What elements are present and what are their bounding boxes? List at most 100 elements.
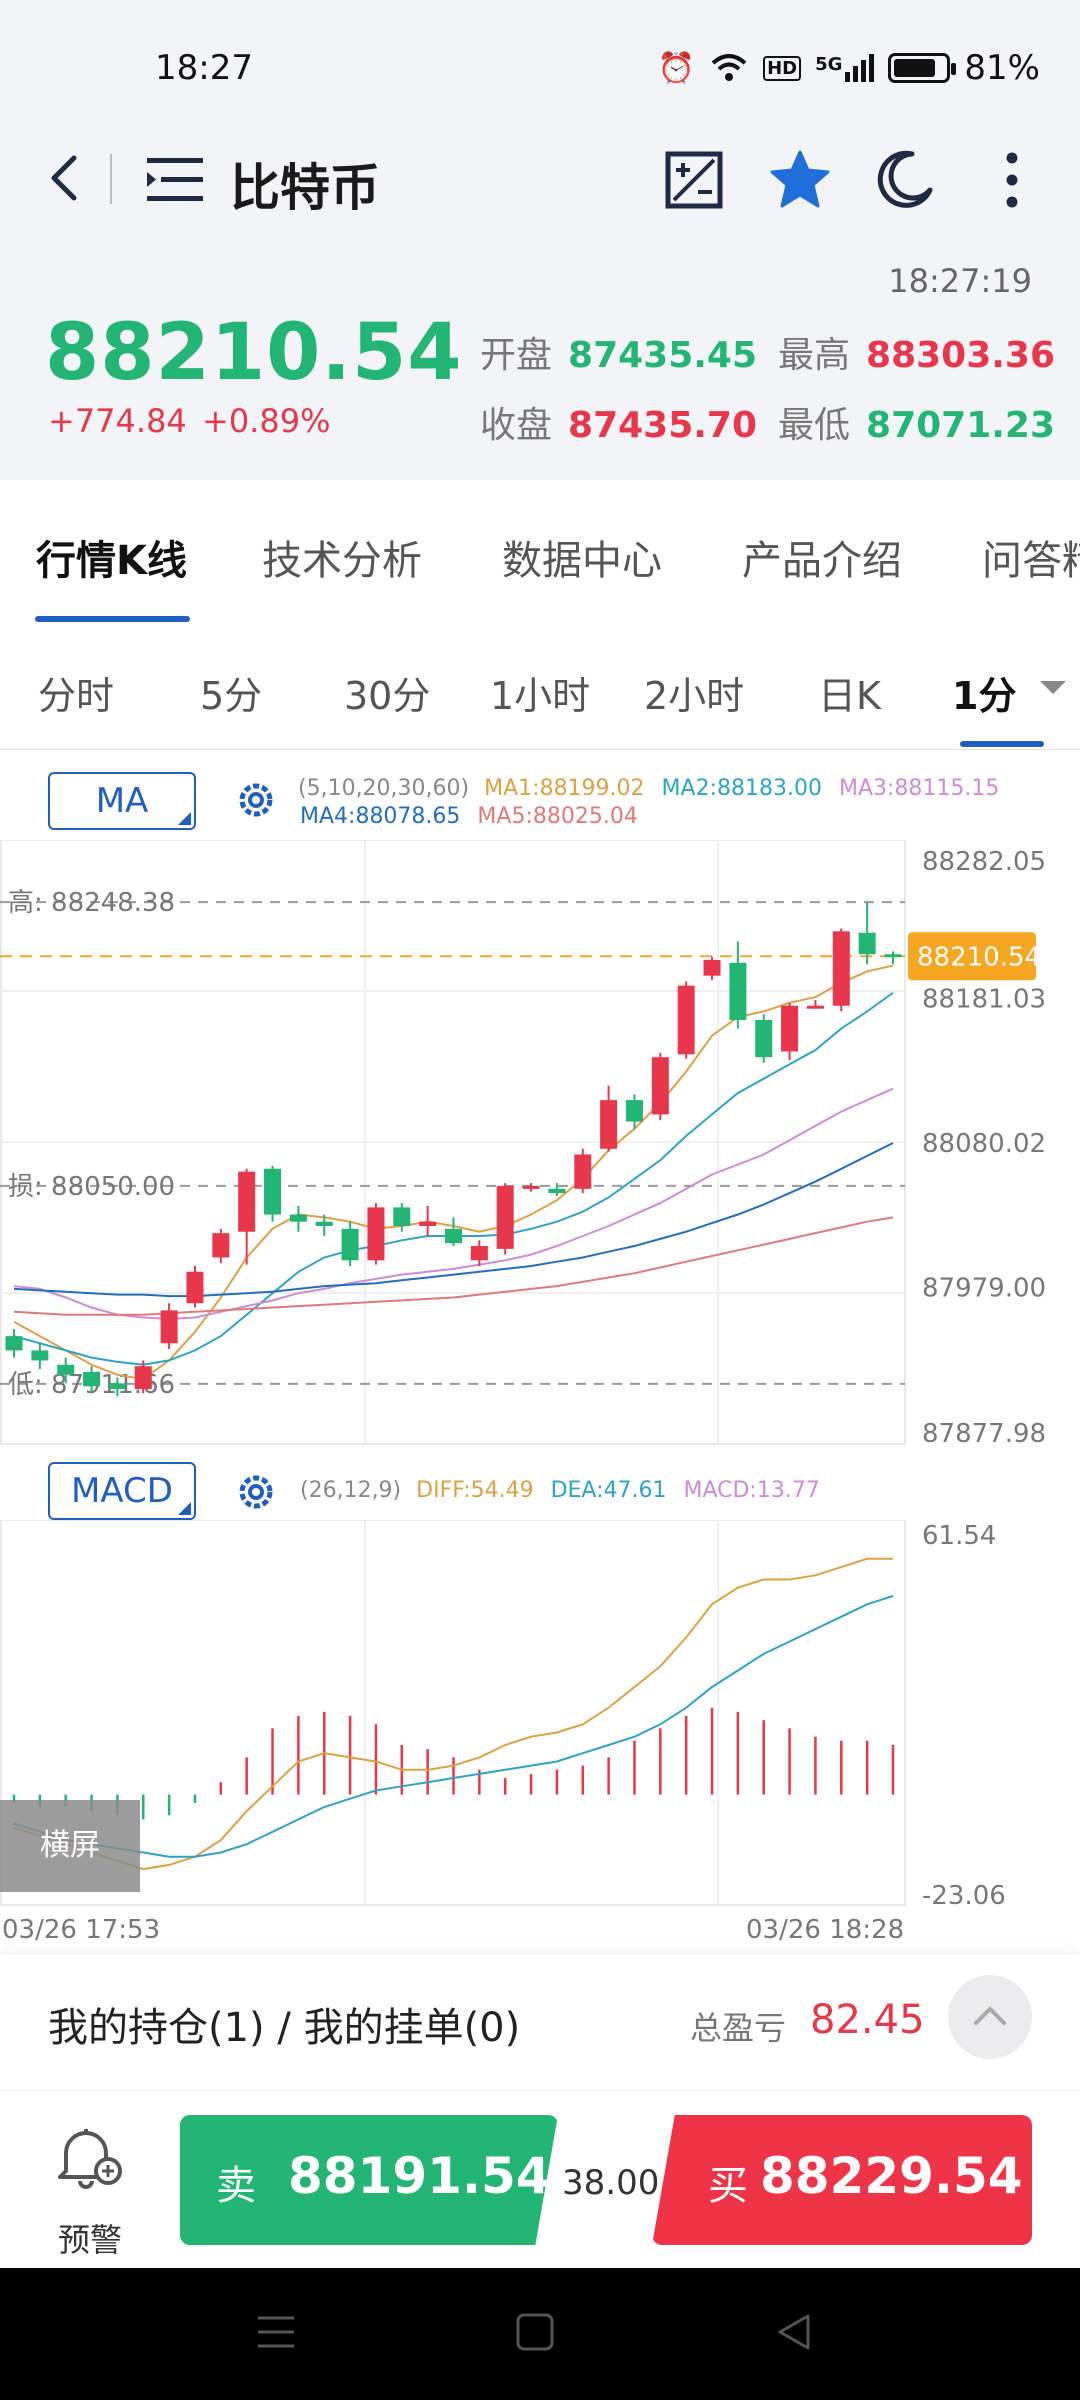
trade-bar: 预警 卖 88191.54 38.00 买 88229.54 [0, 2090, 1080, 2268]
candle-body [31, 1350, 49, 1361]
candle-body [289, 1214, 307, 1222]
price-change-percent: +0.89% [202, 402, 331, 440]
candle-body [806, 1005, 824, 1009]
x-axis-start-label: 03/26 17:53 [2, 1915, 161, 1945]
high-value: 88303.36 [866, 335, 1056, 376]
battery-percent: 81% [964, 48, 1040, 88]
candle-body [832, 931, 850, 1006]
close-stat: 收盘 87435.70 [480, 405, 758, 446]
positions-bar[interactable]: 我的持仓(1) / 我的挂单(0) 总盈亏 82.45 [0, 1955, 1080, 2090]
sell-label: 卖 [216, 2163, 256, 2209]
period-1hour[interactable]: 1小时 [490, 674, 591, 718]
candle-body [703, 959, 721, 976]
total-pnl-label: 总盈亏 [690, 2009, 787, 2047]
macd-indicator-button[interactable]: MACD [48, 1462, 196, 1520]
candle-body [729, 962, 747, 1021]
list-menu-icon[interactable] [145, 154, 205, 206]
price-alert-button[interactable]: 预警 [50, 2119, 130, 2259]
buy-price: 88229.54 [760, 2147, 1023, 2205]
buy-button[interactable]: 买 88229.54 [652, 2115, 1032, 2245]
candle-body [625, 1100, 643, 1122]
low-value: 87071.23 [866, 405, 1056, 446]
back-icon[interactable] [40, 148, 100, 208]
favorite-star-icon[interactable] [768, 148, 832, 212]
candle-body [160, 1310, 178, 1344]
current-price-tag [908, 932, 1036, 981]
candle-body [677, 985, 695, 1055]
candle-body [83, 1371, 101, 1387]
ma1-value: MA1:88199.02 [484, 776, 645, 801]
last-price: 88210.54 [45, 308, 463, 398]
macd-y-max-label: 61.54 [922, 1521, 996, 1551]
candle-body [57, 1364, 75, 1375]
period-selector: 分时 5分 30分 1小时 2小时 日K 1分 [0, 625, 1080, 750]
ma5-value: MA5:88025.04 [477, 804, 638, 829]
home-icon[interactable] [515, 2312, 555, 2352]
y-axis-tick: 88282.05 [922, 847, 1046, 877]
open-stat: 开盘 87435.45 [480, 335, 758, 376]
candle-body [858, 932, 876, 955]
period-timeshare[interactable]: 分时 [38, 674, 115, 718]
back-nav-icon[interactable] [774, 2312, 814, 2352]
status-time: 18:27 [155, 48, 253, 88]
candle-body [134, 1366, 152, 1390]
candle-body [238, 1171, 256, 1232]
landscape-toggle-button[interactable]: 横屏 [0, 1800, 140, 1892]
sell-button[interactable]: 卖 88191.54 [180, 2115, 558, 2245]
hd-icon: HD [763, 55, 802, 81]
period-5min[interactable]: 5分 [200, 674, 263, 718]
status-icons: ⏰ HD 5G 81% [658, 48, 1040, 88]
bell-alert-icon [58, 2129, 122, 2189]
candle-body [341, 1228, 359, 1261]
expand-positions-button[interactable] [948, 1975, 1032, 2059]
ma4-value: MA4:88078.65 [300, 804, 461, 829]
period-30min[interactable]: 30分 [344, 674, 431, 718]
candle-body [186, 1271, 204, 1304]
header-divider [110, 154, 112, 204]
macd-indicator-bar: MACD (26,12,9) DIFF:54.49 DEA:47.61 MACD… [0, 1450, 1080, 1520]
quote-time: 18:27:19 [888, 262, 1032, 300]
high-reference-line-label: 高: 88248.38 [8, 888, 175, 918]
tab-qa[interactable]: 问答精 [982, 538, 1080, 584]
tab-product-intro[interactable]: 产品介绍 [742, 538, 902, 584]
period-active-indicator [960, 741, 1044, 747]
tab-data-center[interactable]: 数据中心 [502, 538, 662, 584]
candle-body [393, 1207, 411, 1226]
ma3-value: MA3:88115.15 [838, 776, 1000, 801]
close-value: 87435.70 [568, 405, 758, 446]
alarm-icon: ⏰ [657, 50, 696, 86]
y-axis-tick: 88080.02 [922, 1129, 1046, 1159]
app-header: 比特币 [0, 130, 1080, 230]
macd-chart[interactable]: 61.54 -23.06 [0, 1520, 1080, 1910]
ma-indicator-button[interactable]: MA [48, 772, 196, 830]
candle-body [884, 954, 902, 958]
ma-settings-gear-icon[interactable] [234, 778, 278, 822]
macd-macd-value: MACD:13.77 [683, 1478, 820, 1503]
x-axis-end-label: 03/26 18:28 [746, 1915, 905, 1945]
ma-line-ma3 [13, 1087, 894, 1321]
tab-active-indicator [35, 616, 190, 622]
candle-body [470, 1246, 488, 1261]
macd-plot-frame [0, 1520, 906, 1906]
period-2hour[interactable]: 2小时 [644, 674, 745, 718]
period-1min[interactable]: 1分 [952, 674, 1017, 718]
macd-settings-gear-icon[interactable] [234, 1470, 278, 1514]
calculator-icon[interactable] [662, 148, 726, 212]
candle-body [108, 1383, 126, 1390]
period-daily[interactable]: 日K [818, 674, 881, 718]
tab-technical-analysis[interactable]: 技术分析 [262, 538, 422, 584]
recent-apps-icon[interactable] [256, 2312, 296, 2352]
system-nav-bar [0, 2268, 1080, 2400]
spread-value: 38.00 [562, 2163, 660, 2203]
period-dropdown-icon[interactable] [1040, 681, 1066, 694]
night-mode-moon-icon[interactable] [872, 148, 936, 212]
kline-chart[interactable]: 高: 88248.38损: 88050.00低: 87911.6688282.0… [0, 840, 1080, 1450]
chevron-up-icon [974, 2006, 1006, 2025]
tab-kline[interactable]: 行情K线 [36, 538, 187, 584]
candle-body [574, 1154, 592, 1189]
positions-title[interactable]: 我的持仓(1) / 我的挂单(0) [48, 2005, 521, 2051]
more-options-icon[interactable] [980, 148, 1044, 212]
macd-dea-value: DEA:47.61 [550, 1478, 667, 1503]
macd-diff-value: DIFF:54.49 [416, 1478, 534, 1503]
status-bar: 18:27 ⏰ HD 5G 81% [0, 0, 1080, 130]
